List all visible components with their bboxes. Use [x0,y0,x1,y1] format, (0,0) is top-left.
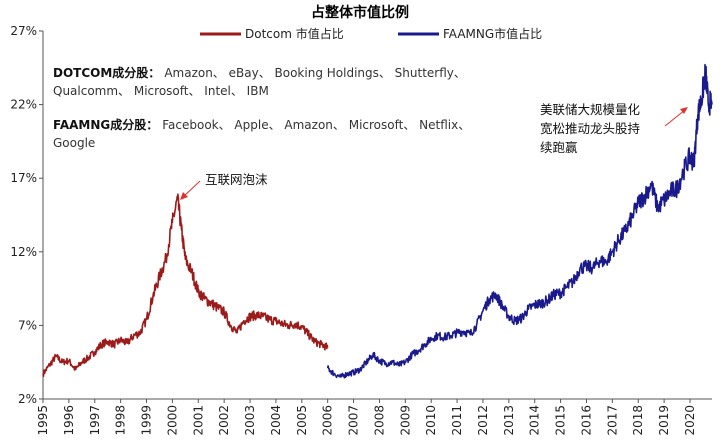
legend-label-faamng: FAAMNG市值占比 [443,26,542,41]
note-dotcom-text-cont: Qualcomm、 Microsoft、 Intel、 IBM [53,84,269,98]
y-tick-label: 7% [18,318,37,332]
x-tick-label: 2008 [372,405,386,436]
x-tick-label: 2009 [398,405,412,436]
x-tick-label: 1999 [140,405,154,436]
x-tick-label: 2003 [243,405,257,436]
x-tick-label: 2011 [450,405,464,436]
annotation-qe-line-3: 续跑赢 [540,140,578,155]
y-tick-label: 22% [10,98,37,112]
note-dotcom-constituents: DOTCOM成分股： Amazon、 eBay、 Booking Holdings… [53,65,466,80]
note-dotcom-text: Amazon、 eBay、 Booking Holdings、 Shutterf… [164,66,466,80]
x-tick-label: 1995 [36,405,50,436]
x-tick-label: 1998 [114,405,128,436]
x-tick-label: 2007 [347,405,361,436]
x-tick-label: 2013 [502,405,516,436]
x-tick-label: 2016 [579,405,593,436]
annotation-qe-line-1: 美联储大规模量化 [540,102,641,117]
annotation-bubble-arrow [182,180,201,198]
annotation-qe-arrow [664,109,686,127]
x-tick-label: 2010 [424,405,438,436]
y-tick-label: 2% [18,392,37,406]
legend-label-dotcom: Dotcom 市值占比 [245,26,344,41]
annotation-qe-line-2: 宽松推动龙头股持 [540,121,640,136]
series-line-dotcom [42,193,329,377]
y-tick-label: 12% [10,245,37,259]
x-tick-label: 2002 [217,405,231,436]
annotation-bubble-arrowhead [180,192,188,200]
note-faamng-text-cont: Google [53,136,95,150]
annotation-qe-arrowhead [680,107,688,114]
y-tick-label: 27% [10,24,37,38]
x-tick-label: 1997 [88,405,102,436]
x-tick-label: 1996 [62,405,76,436]
series-line-faamng [326,63,713,379]
x-tick-label: 2005 [295,405,309,436]
x-tick-label: 2000 [165,405,179,436]
x-tick-label: 2004 [269,405,283,436]
y-tick-label: 17% [10,171,37,185]
x-tick-label: 2001 [191,405,205,436]
x-tick-label: 2018 [631,405,645,436]
x-tick-label: 2015 [554,405,568,436]
x-tick-label: 2014 [528,405,542,436]
x-tick-label: 2012 [476,405,490,436]
series-layer [42,63,713,379]
x-tick-label: 2020 [683,405,697,436]
x-tick-label: 2017 [605,405,619,436]
annotation-bubble: 互联网泡沫 [205,172,268,187]
note-faamng-text: Facebook、 Apple、 Amazon、 Microsoft、 Netf… [162,118,470,132]
x-tick-label: 2019 [657,405,671,436]
note-dotcom-heading: DOTCOM成分股： [53,65,160,80]
x-tick-label: 2006 [321,405,335,436]
note-faamng-constituents: FAAMNG成分股： Facebook、 Apple、 Amazon、 Micro… [53,117,470,132]
chart-title: 占整体市值比例 [311,4,409,21]
axes: 2% 7% 12% 17% 22% 27% 1995 1996 1997 1998 1999 2000… [10,24,712,436]
note-faamng-heading: FAAMNG成分股： [53,117,158,132]
